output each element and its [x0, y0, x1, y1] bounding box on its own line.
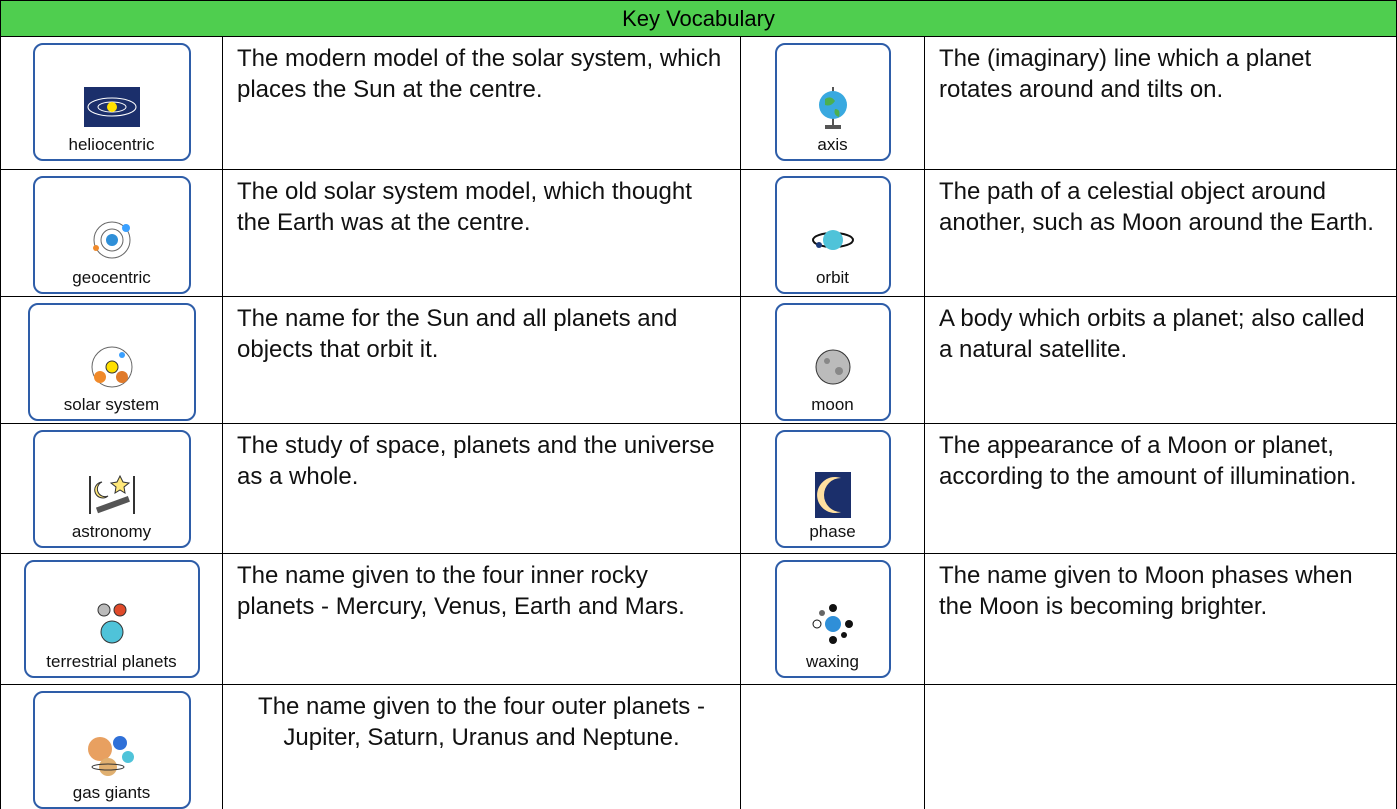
definition: The (imaginary) line which a planet rota… — [939, 45, 1312, 103]
header-row: Key Vocabulary — [0, 0, 1397, 37]
definition-cell: The study of space, planets and the univ… — [222, 423, 741, 554]
symbol-card: waxing — [774, 560, 891, 678]
symbol-card: astronomy — [32, 430, 191, 548]
symbol-icon — [811, 230, 854, 250]
vocab-row: gas giants The name given to the four out… — [0, 684, 1397, 809]
symbol-label: solar system — [63, 395, 160, 414]
definition: The old solar system model, which though… — [237, 178, 692, 236]
symbol-card: orbit — [774, 176, 891, 294]
symbol-card: gas giants — [32, 691, 191, 809]
symbol-icon — [91, 346, 132, 388]
table-title: Key Vocabulary — [0, 0, 1397, 37]
symbol-label: orbit — [815, 268, 850, 287]
symbol-icon — [88, 474, 135, 514]
icon-cell: phase — [740, 423, 925, 554]
definition: The name given to Moon phases when the M… — [939, 562, 1353, 620]
definition-cell: A body which orbits a planet; also calle… — [924, 296, 1397, 424]
icon-cell: axis — [740, 36, 925, 170]
symbol-icon — [97, 603, 126, 644]
icon-cell: heliocentric — [0, 36, 223, 170]
definition: The name for the Sun and all planets and… — [237, 305, 678, 363]
definition: The appearance of a Moon or planet, acco… — [939, 432, 1357, 490]
symbol-card: phase — [774, 430, 891, 548]
vocab-row: terrestrial planets The name given to the… — [0, 553, 1397, 685]
definition-cell: The (imaginary) line which a planet rota… — [924, 36, 1397, 170]
symbol-card: geocentric — [32, 176, 191, 294]
symbol-label: waxing — [806, 652, 859, 671]
symbol-label: geocentric — [72, 268, 151, 287]
symbol-icon — [815, 349, 850, 385]
symbol-label: heliocentric — [68, 135, 155, 154]
definition: The name given to the four outer planets… — [258, 693, 705, 751]
symbol-label: terrestrial planets — [46, 652, 177, 671]
definition-cell: The name given to Moon phases when the M… — [924, 553, 1397, 685]
icon-cell: solar system — [0, 296, 223, 424]
icon-cell: orbit — [740, 169, 925, 297]
vocab-row: heliocentric The modern model of the sola… — [0, 36, 1397, 170]
symbol-card: heliocentric — [32, 43, 191, 161]
definition-cell: The modern model of the solar system, wh… — [222, 36, 741, 170]
symbol-icon — [812, 604, 853, 644]
symbol-card: axis — [774, 43, 891, 161]
definition: The modern model of the solar system, wh… — [237, 45, 722, 103]
symbol-icon — [87, 736, 134, 776]
symbol-label: axis — [817, 135, 848, 154]
symbol-label: moon — [811, 395, 854, 414]
icon-cell: gas giants — [0, 684, 223, 809]
icon-cell: astronomy — [0, 423, 223, 554]
icon-cell: waxing — [740, 553, 925, 685]
definition-cell — [924, 684, 1397, 809]
definition-cell: The appearance of a Moon or planet, acco… — [924, 423, 1397, 554]
symbol-label: phase — [809, 522, 856, 541]
definition-cell: The old solar system model, which though… — [222, 169, 741, 297]
symbol-card: terrestrial planets — [23, 560, 200, 678]
icon-cell: terrestrial planets — [0, 553, 223, 685]
definition: The study of space, planets and the univ… — [237, 432, 715, 490]
definition-cell: The name given to the four outer planets… — [222, 684, 741, 809]
symbol-icon — [814, 472, 851, 518]
definition: The path of a celestial object around an… — [939, 178, 1374, 236]
symbol-card: moon — [774, 303, 891, 421]
symbol-icon — [818, 87, 847, 129]
symbol-card: solar system — [27, 303, 196, 421]
definition-cell: The name for the Sun and all planets and… — [222, 296, 741, 424]
icon-cell — [740, 684, 925, 809]
icon-cell: geocentric — [0, 169, 223, 297]
definition-cell: The path of a celestial object around an… — [924, 169, 1397, 297]
symbol-label: gas giants — [72, 783, 151, 802]
vocab-row: geocentric The old solar system model, wh… — [0, 169, 1397, 297]
definition: A body which orbits a planet; also calle… — [939, 305, 1365, 363]
symbol-label: astronomy — [71, 522, 152, 541]
icon-cell: moon — [740, 296, 925, 424]
definition-cell: The name given to the four inner rocky p… — [222, 553, 741, 685]
definition: The name given to the four inner rocky p… — [237, 562, 685, 620]
vocab-row: astronomy The study of space, planets and… — [0, 423, 1397, 554]
vocab-row: solar system The name for the Sun and all… — [0, 296, 1397, 424]
symbol-icon — [83, 87, 140, 127]
symbol-icon — [92, 221, 130, 259]
